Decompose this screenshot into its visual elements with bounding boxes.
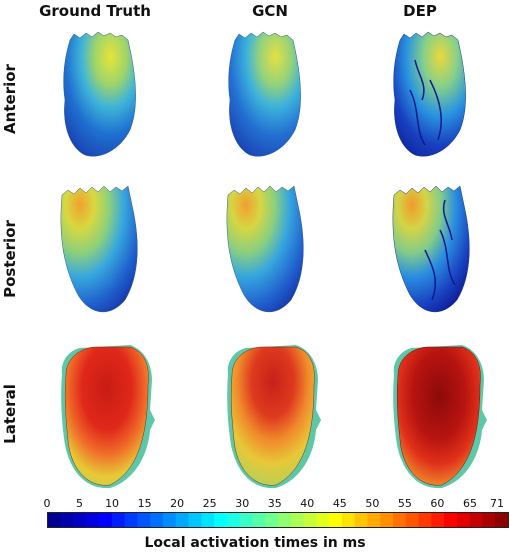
anterior-ground-truth [63,31,136,157]
column-title-gcn: GCN [252,2,288,20]
colorbar-cell [290,513,305,527]
column-title-dep: DEP [403,2,437,20]
colorbar-cell [316,513,330,527]
colorbar-cell [175,513,190,527]
colorbar-cell [495,513,508,527]
colorbar-cell [239,513,253,527]
anterior-gcn [228,31,301,157]
colorbar-tick-label: 15 [137,497,152,510]
colorbar-cell [73,513,87,527]
colorbar-cell [188,513,202,527]
colorbar-cell [163,513,177,527]
colorbar-tick-label: 65 [462,497,477,510]
colorbar-cell [150,513,164,527]
colorbar-cell [124,513,138,527]
heart-panels [60,31,487,489]
colorbar-tick-label: 71 [490,497,504,510]
posterior-gcn [226,185,304,313]
colorbar-tick-label: 45 [332,497,347,510]
posterior-ground-truth [60,185,138,313]
colorbar-cell [111,513,126,527]
colorbar-title: Local activation times in ms [144,535,366,551]
colorbar-cell [303,513,317,527]
colorbar-cell [380,513,394,527]
colorbar-cell [60,513,75,527]
colorbar-cell [367,513,381,527]
lateral-dep [393,345,487,489]
colorbar [47,512,509,528]
colorbar-cell [226,513,241,527]
colorbar-cell [418,513,432,527]
colorbar-tick-label: 0 [43,497,51,510]
colorbar-cell [86,513,100,527]
colorbar-cell [278,513,292,527]
colorbar-cell [341,513,356,527]
colorbar-cell [469,513,483,527]
colorbar-tick-label: 50 [365,497,380,510]
anterior-dep [393,31,466,157]
colorbar-tick-label: 5 [76,497,84,510]
colorbar-cell [444,513,458,527]
colorbar-cell [393,513,407,527]
colorbar-tick-label: 35 [267,497,282,510]
colorbar-tick-label: 25 [202,497,217,510]
colorbar-cell [265,513,279,527]
colorbar-cell [48,513,62,527]
colorbar-cell [137,513,151,527]
colorbar-cell [354,513,368,527]
colorbar-cell [405,513,420,527]
colorbar-cell [201,513,215,527]
colorbar-cell [99,513,113,527]
colorbar-tick-label: 30 [235,497,250,510]
lateral-gcn [227,345,321,489]
colorbar-tick-label: 20 [170,497,185,510]
colorbar-tick-label: 10 [105,497,120,510]
colorbar-tick-label: 55 [397,497,412,510]
lateral-ground-truth [61,345,155,489]
colorbar-cell [214,513,228,527]
colorbar-cell [252,513,266,527]
colorbar-cell [329,513,343,527]
colorbar-cell [456,513,471,527]
colorbar-tick-label: 40 [300,497,315,510]
column-title-ground-truth: Ground Truth [39,2,151,20]
colorbar-cell [482,513,496,527]
posterior-dep [392,185,470,313]
colorbar-cell [431,513,445,527]
colorbar-tick-label: 60 [430,497,445,510]
